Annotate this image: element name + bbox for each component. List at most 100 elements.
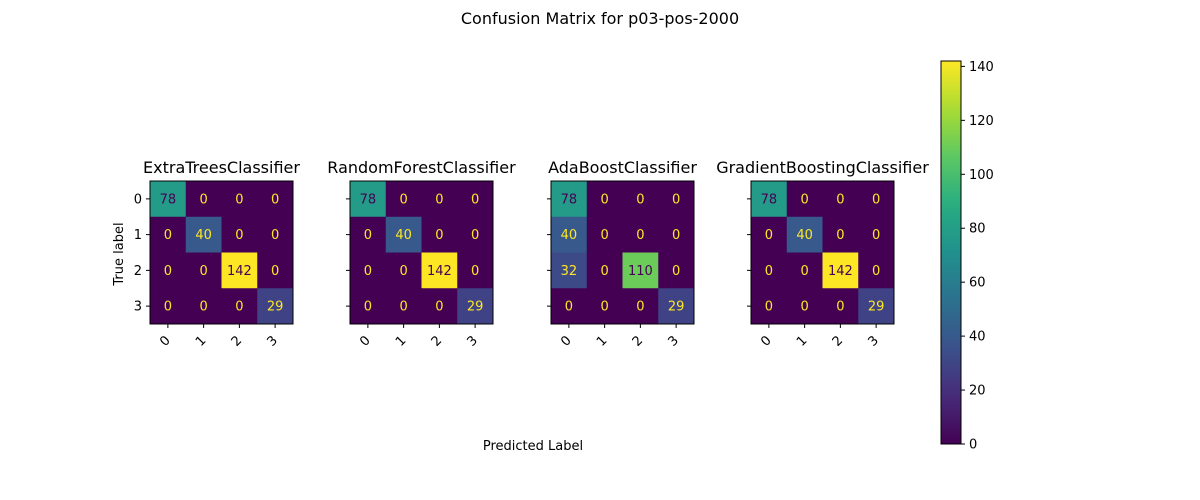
y-tick-label: 3 bbox=[134, 300, 142, 315]
colorbar-tick-label: 80 bbox=[969, 222, 986, 237]
matrix-cell bbox=[221, 181, 258, 218]
cell-value-label: 0 bbox=[872, 192, 880, 207]
matrix-cell bbox=[658, 216, 695, 253]
cell-value-label: 0 bbox=[364, 300, 372, 315]
colorbar-tick-label: 0 bbox=[969, 438, 977, 453]
y-tick-label: 2 bbox=[134, 264, 142, 279]
cell-value-label: 0 bbox=[636, 192, 644, 207]
x-tick-label: 2 bbox=[630, 333, 646, 349]
cell-value-label: 142 bbox=[227, 264, 252, 279]
cell-value-label: 0 bbox=[364, 264, 372, 279]
matrix-cell bbox=[586, 181, 623, 218]
cell-value-label: 0 bbox=[672, 228, 680, 243]
colorbar-tick-label: 140 bbox=[969, 60, 994, 75]
matrix-cell bbox=[822, 288, 859, 325]
matrix-cell bbox=[421, 216, 458, 253]
matrix-cell bbox=[751, 216, 788, 253]
cell-value-label: 29 bbox=[668, 300, 685, 315]
matrix-cell bbox=[457, 181, 494, 218]
colorbar-tick-label: 20 bbox=[969, 384, 986, 399]
matrix-frame bbox=[750, 180, 895, 325]
matrix-cell bbox=[257, 252, 294, 289]
cell-value-label: 29 bbox=[868, 300, 885, 315]
matrix-cell bbox=[586, 216, 623, 253]
cell-value-label: 0 bbox=[164, 228, 172, 243]
matrix-cell bbox=[658, 252, 695, 289]
cell-value-label: 0 bbox=[836, 192, 844, 207]
matrix-cell bbox=[185, 288, 222, 325]
x-tick-label: 0 bbox=[758, 333, 774, 349]
cell-value-label: 0 bbox=[235, 228, 243, 243]
matrix-cell bbox=[150, 288, 187, 325]
matrix-cell bbox=[622, 181, 659, 218]
cell-value-label: 0 bbox=[600, 300, 608, 315]
matrix-cell bbox=[622, 216, 659, 253]
cell-value-label: 0 bbox=[271, 228, 279, 243]
matrix-cell bbox=[350, 288, 387, 325]
cell-value-label: 40 bbox=[195, 228, 212, 243]
matrix-cell bbox=[858, 181, 895, 218]
cell-value-label: 0 bbox=[565, 300, 573, 315]
x-tick-label: 0 bbox=[157, 333, 173, 349]
matrix-cell bbox=[822, 216, 859, 253]
cell-value-label: 78 bbox=[761, 192, 778, 207]
matrix-cell bbox=[622, 288, 659, 325]
matrix-cell bbox=[551, 216, 588, 253]
matrix-cell bbox=[421, 181, 458, 218]
colorbar-tick-label: 60 bbox=[969, 276, 986, 291]
matrix-title: AdaBoostClassifier bbox=[548, 158, 697, 177]
figure-title: Confusion Matrix for p03-pos-2000 bbox=[461, 9, 739, 28]
colorbar: 0 20 40 60 80 100 120 140 bbox=[940, 60, 994, 453]
matrix-frame bbox=[550, 180, 695, 325]
matrix-cell bbox=[551, 288, 588, 325]
cell-value-label: 0 bbox=[836, 228, 844, 243]
x-tick-label: 3 bbox=[464, 333, 480, 349]
colorbar-tick-label: 100 bbox=[969, 168, 994, 183]
matrix-cell bbox=[858, 216, 895, 253]
matrix-cell bbox=[350, 216, 387, 253]
cell-value-label: 0 bbox=[672, 192, 680, 207]
matrix-cell bbox=[786, 252, 823, 289]
cell-value-label: 0 bbox=[471, 228, 479, 243]
cell-value-label: 0 bbox=[235, 300, 243, 315]
matrix-cell bbox=[150, 181, 187, 218]
matrix-cell bbox=[221, 252, 258, 289]
cell-value-label: 0 bbox=[435, 228, 443, 243]
cell-value-label: 0 bbox=[399, 192, 407, 207]
cell-value-label: 0 bbox=[399, 264, 407, 279]
matrix-cell bbox=[185, 181, 222, 218]
matrix-cell bbox=[257, 181, 294, 218]
matrix-cell bbox=[385, 181, 422, 218]
x-axis-label: Predicted Label bbox=[483, 439, 583, 454]
matrix-cell bbox=[822, 252, 859, 289]
matrix-cell bbox=[751, 288, 788, 325]
matrix-cell bbox=[150, 216, 187, 253]
cell-value-label: 40 bbox=[796, 228, 813, 243]
cell-value-label: 0 bbox=[672, 264, 680, 279]
matrix-title: RandomForestClassifier bbox=[327, 158, 516, 177]
matrix-cell bbox=[751, 252, 788, 289]
x-tick-label: 3 bbox=[264, 333, 280, 349]
cell-value-label: 0 bbox=[800, 300, 808, 315]
matrix-cell bbox=[350, 252, 387, 289]
cell-value-label: 142 bbox=[427, 264, 452, 279]
matrix-cell bbox=[150, 252, 187, 289]
cell-value-label: 78 bbox=[360, 192, 377, 207]
matrix-cell bbox=[858, 252, 895, 289]
matrix-cell bbox=[586, 252, 623, 289]
matrix-cell bbox=[822, 181, 859, 218]
cell-value-label: 0 bbox=[872, 264, 880, 279]
cell-value-label: 110 bbox=[628, 264, 653, 279]
matrix-cell bbox=[385, 288, 422, 325]
y-axis-label: True label bbox=[112, 222, 127, 286]
cell-value-label: 29 bbox=[467, 300, 484, 315]
matrix-frame bbox=[349, 180, 494, 325]
matrix-title: ExtraTreesClassifier bbox=[143, 158, 300, 177]
x-tick-label: 0 bbox=[357, 333, 373, 349]
cell-value-label: 0 bbox=[836, 300, 844, 315]
x-tick-label: 1 bbox=[594, 333, 610, 349]
x-tick-label: 2 bbox=[429, 333, 445, 349]
matrix-cell bbox=[751, 181, 788, 218]
